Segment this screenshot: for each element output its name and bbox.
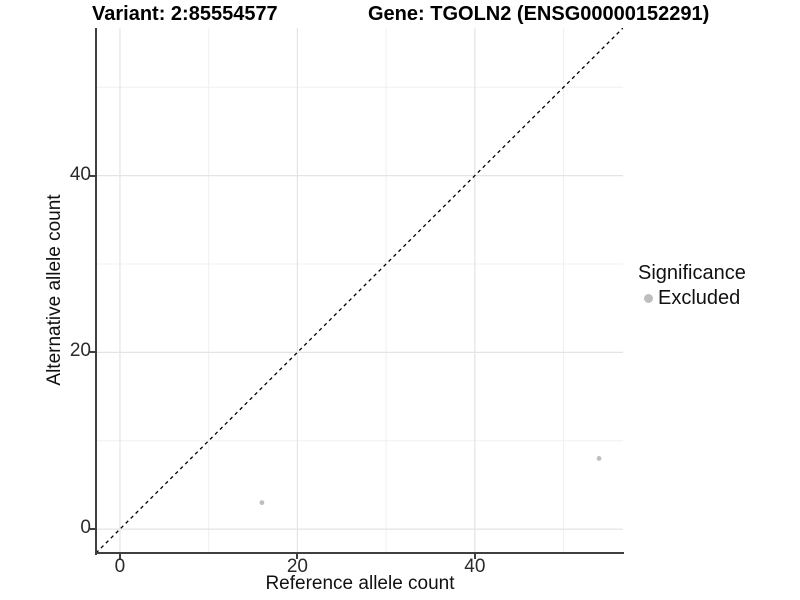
plot-title-variant: Variant: 2:85554577 <box>92 3 278 25</box>
x-axis-line <box>95 552 624 554</box>
x-tick-mark <box>296 554 299 559</box>
legend-key-dot-icon <box>644 294 653 303</box>
y-tick-label: 20 <box>69 340 91 362</box>
y-tick-mark <box>90 174 95 177</box>
plot-title-gene: Gene: TGOLN2 (ENSG00000152291) <box>368 3 710 25</box>
legend: Significance Excluded <box>638 262 746 310</box>
data-point <box>259 500 265 506</box>
identity-line <box>95 27 624 554</box>
x-tick-mark <box>473 554 476 559</box>
x-tick-label: 40 <box>464 556 486 577</box>
y-tick-label: 0 <box>80 517 91 539</box>
x-tick-label: 0 <box>114 556 126 577</box>
data-point <box>596 456 602 461</box>
y-tick-mark <box>90 528 95 531</box>
y-axis-title: Alternative allele count <box>44 194 65 386</box>
legend-item: Excluded <box>644 287 746 310</box>
y-axis-line <box>95 28 97 555</box>
plot-panel <box>95 27 624 554</box>
x-axis-title: Reference allele count <box>265 573 455 594</box>
legend-item-label: Excluded <box>658 287 741 309</box>
x-tick-label: 20 <box>286 556 308 577</box>
y-tick-label: 40 <box>69 163 91 185</box>
legend-title: Significance <box>638 262 746 284</box>
plot-canvas <box>95 27 624 554</box>
y-tick-mark <box>90 351 95 354</box>
x-tick-mark <box>118 554 121 559</box>
legend-items: Excluded <box>638 287 746 310</box>
